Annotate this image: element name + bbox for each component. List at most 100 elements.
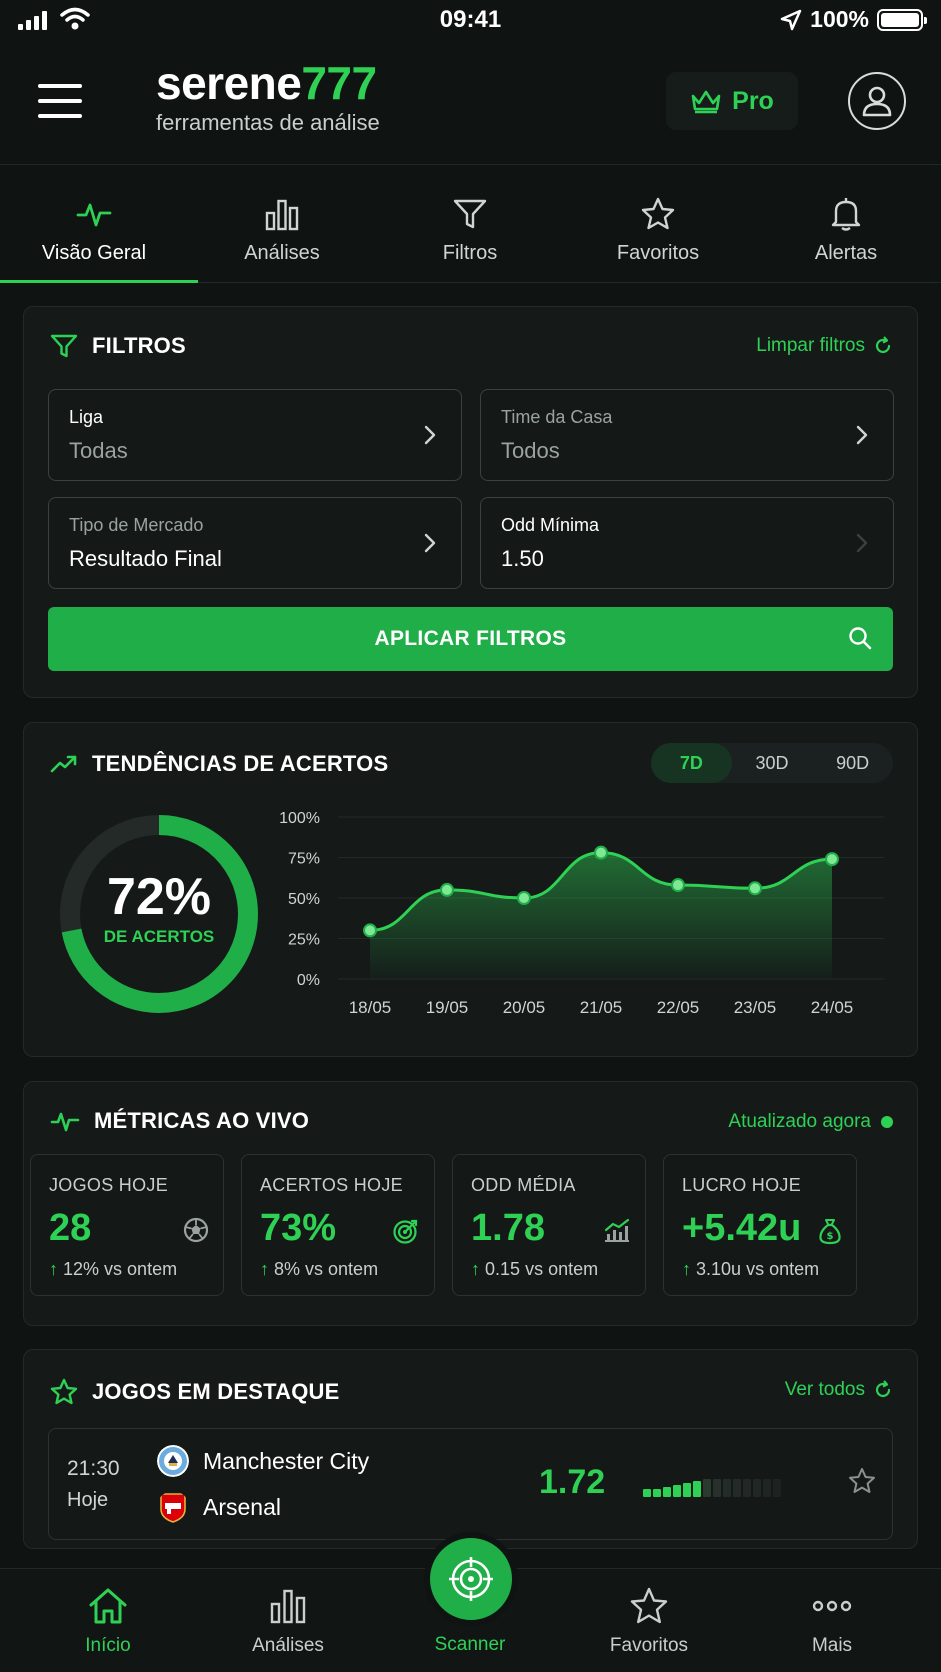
- period-90d[interactable]: 90D: [836, 752, 870, 773]
- metric-label: ODD MÉDIA: [471, 1175, 576, 1195]
- tab-label: Favoritos: [616, 242, 700, 264]
- star-icon: [641, 197, 675, 230]
- updated-indicator: Atualizado agora: [728, 1111, 893, 1133]
- league-select[interactable]: Liga Todas: [48, 389, 462, 481]
- metric-label: JOGOS HOJE: [49, 1175, 169, 1195]
- field-label: Time da Casa: [501, 407, 613, 427]
- metric-delta: ↑ 12% vs ontem: [49, 1259, 177, 1280]
- away-team: Arsenal: [157, 1491, 281, 1523]
- x-tick-label: 19/05: [426, 998, 469, 1017]
- trend-chart-icon: [604, 1218, 630, 1242]
- trends-card: TENDÊNCIAS DE ACERTOS 7D 30D 90D 72% DE …: [23, 722, 918, 1057]
- clear-filters-link[interactable]: Limpar filtros: [756, 335, 893, 357]
- min-odd-field[interactable]: Odd Mínima 1.50: [480, 497, 894, 589]
- tab-filtros[interactable]: Filtros: [376, 166, 564, 282]
- scanner-button[interactable]: [424, 1532, 518, 1626]
- tab-alertas[interactable]: Alertas: [752, 166, 940, 282]
- field-label: Liga: [69, 407, 104, 427]
- hit-rate-label: DE ACERTOS: [103, 927, 215, 946]
- metric-delta: ↑ 3.10u vs ontem: [682, 1259, 819, 1280]
- odd-strength-bars: [643, 1479, 781, 1497]
- tab-label: Análises: [244, 242, 320, 264]
- x-tick-label: 21/05: [580, 998, 623, 1017]
- status-time: 09:41: [439, 6, 502, 33]
- scanner-icon: [449, 1557, 493, 1601]
- chevron-right-icon: [424, 425, 436, 445]
- metric-average-odd[interactable]: ODD MÉDIA 1.78 ↑ 0.15 vs ontem: [452, 1154, 646, 1296]
- brand-tagline: ferramentas de análise: [156, 110, 380, 135]
- hit-rate-donut: 72% DE ACERTOS: [54, 809, 264, 1019]
- nav-mais[interactable]: Mais: [742, 1569, 922, 1657]
- nav-scanner-label[interactable]: Scanner: [434, 1634, 506, 1655]
- pro-button[interactable]: Pro: [666, 72, 798, 130]
- apply-filters-button[interactable]: APLICAR FILTROS: [48, 607, 893, 671]
- trending-up-icon: [50, 755, 77, 773]
- top-tabs: Visão Geral Análises Filtros Favoritos A…: [0, 166, 941, 283]
- metrics-title: MÉTRICAS AO VIVO: [50, 1108, 309, 1134]
- star-icon: [50, 1378, 78, 1405]
- home-team: Manchester City: [157, 1445, 369, 1477]
- see-all-label: Ver todos: [784, 1379, 865, 1400]
- field-value: Todas: [69, 438, 128, 463]
- nav-label: Análises: [252, 1635, 324, 1656]
- data-point: [748, 881, 762, 896]
- trend-area: [370, 852, 832, 979]
- metric-delta-value: 0.15: [485, 1259, 521, 1279]
- metric-delta-suffix: vs ontem: [99, 1259, 178, 1279]
- metric-hits-today[interactable]: ACERTOS HOJE 73% ↑ 8% vs ontem: [241, 1154, 435, 1296]
- x-tick-label: 20/05: [503, 998, 546, 1017]
- x-tick-label: 22/05: [657, 998, 700, 1017]
- trends-title-text: TENDÊNCIAS DE ACERTOS: [92, 751, 389, 776]
- chevron-right-icon: [856, 533, 868, 553]
- market-type-select[interactable]: Tipo de Mercado Resultado Final: [48, 497, 462, 589]
- metric-delta-suffix: vs ontem: [300, 1259, 379, 1279]
- nav-favoritos[interactable]: Favoritos: [559, 1569, 739, 1657]
- brand-logo-main: serene: [156, 57, 302, 109]
- wifi-icon: [60, 7, 90, 30]
- user-icon: [862, 86, 892, 117]
- hamburger-menu-button[interactable]: [38, 84, 82, 118]
- soccer-ball-icon: [183, 1217, 209, 1243]
- featured-games-card: JOGOS EM DESTAQUE Ver todos 21:30 Hoje M…: [23, 1349, 918, 1549]
- away-team-name: Arsenal: [203, 1493, 281, 1520]
- period-7d[interactable]: 7D: [651, 743, 732, 783]
- metric-delta-value: 12%: [63, 1259, 100, 1279]
- featured-game-row[interactable]: 21:30 Hoje Manchester City Arsenal 1.72: [48, 1428, 893, 1540]
- tab-favoritos[interactable]: Favoritos: [564, 166, 752, 282]
- data-point: [363, 923, 377, 938]
- filter-icon: [50, 334, 78, 358]
- y-tick-label: 50%: [288, 891, 320, 908]
- period-30d[interactable]: 30D: [755, 752, 789, 773]
- y-tick-label: 25%: [288, 932, 320, 949]
- metric-delta: ↑ 0.15 vs ontem: [471, 1259, 598, 1280]
- brand-logo-accent: 777: [301, 57, 377, 109]
- more-dots-icon: [812, 1600, 852, 1612]
- tab-visao-geral[interactable]: Visão Geral: [0, 166, 198, 283]
- metric-games-today[interactable]: JOGOS HOJE 28 ↑ 12% vs ontem: [30, 1154, 224, 1296]
- field-label: Tipo de Mercado: [69, 515, 204, 535]
- signal-icon: [18, 10, 47, 30]
- profile-avatar-button[interactable]: [848, 72, 906, 130]
- clear-filters-label: Limpar filtros: [756, 335, 865, 356]
- metric-delta-value: 8%: [274, 1259, 301, 1279]
- data-point: [440, 882, 454, 897]
- nav-analises[interactable]: Análises: [198, 1569, 378, 1657]
- up-arrow-icon: ↑: [260, 1259, 269, 1279]
- brand-logo: serene777: [156, 58, 380, 108]
- hit-rate-value: 72%: [106, 868, 212, 926]
- metric-value: 1.78: [471, 1207, 545, 1249]
- nav-inicio[interactable]: Início: [18, 1569, 198, 1657]
- see-all-link[interactable]: Ver todos: [785, 1379, 893, 1401]
- y-tick-label: 0%: [297, 972, 320, 989]
- nav-label: Mais: [811, 1635, 853, 1656]
- favorite-star-icon[interactable]: [848, 1467, 876, 1495]
- live-dot-icon: [881, 1116, 893, 1128]
- metric-value: 73%: [260, 1207, 337, 1249]
- tab-analises[interactable]: Análises: [188, 166, 376, 282]
- metric-profit-today[interactable]: LUCRO HOJE +5.42u $ ↑ 3.10u vs ontem: [663, 1154, 857, 1296]
- home-team-select[interactable]: Time da Casa Todos: [480, 389, 894, 481]
- refresh-icon: [875, 1380, 891, 1398]
- featured-title-text: JOGOS EM DESTAQUE: [92, 1379, 340, 1404]
- target-icon: [393, 1219, 418, 1244]
- y-tick-label: 75%: [288, 851, 320, 868]
